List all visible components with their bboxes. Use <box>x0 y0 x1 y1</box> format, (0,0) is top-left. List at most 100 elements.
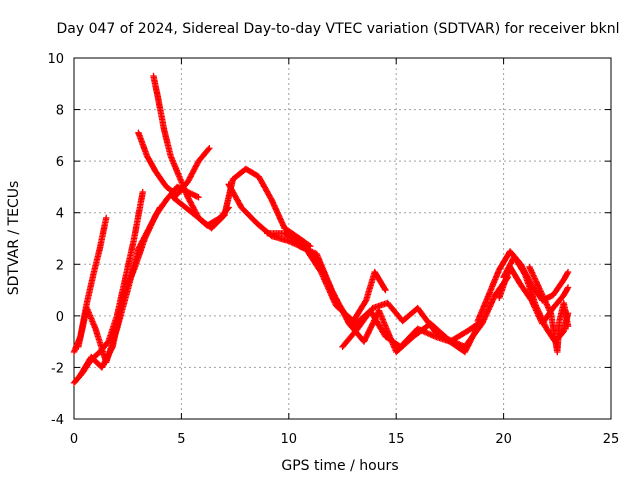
data-point <box>382 286 389 294</box>
y-axis-label: SDTVAR / TECUs <box>6 181 22 296</box>
x-tick-label: 0 <box>70 432 78 447</box>
x-tick-label: 10 <box>281 432 298 447</box>
data-point-segment <box>113 288 131 332</box>
data-point-segment <box>375 307 399 354</box>
data-point-segment <box>511 253 528 277</box>
data-point-segment <box>182 204 201 221</box>
data-point-segment <box>154 93 168 132</box>
data-point-segment <box>371 268 388 292</box>
series-sat-e <box>135 129 213 198</box>
series-sat-d <box>75 204 164 366</box>
data-point-segment <box>478 293 498 327</box>
data-point-segment <box>354 306 375 332</box>
data-point-segment <box>517 281 534 303</box>
data-point-segment <box>88 353 105 370</box>
data-points <box>70 72 572 387</box>
data-point-segment <box>184 159 202 185</box>
data-point-segment <box>268 196 288 230</box>
data-point-segment <box>360 308 382 345</box>
data-point-segment <box>195 146 212 165</box>
data-point-segment <box>399 305 420 325</box>
data-point-segment <box>96 216 110 252</box>
data-point-segment <box>554 319 563 356</box>
data-point-segment <box>103 327 120 366</box>
data-point-segment <box>143 152 159 174</box>
data-point-segment <box>281 225 302 241</box>
data-point-segment <box>296 235 313 249</box>
data-point-segment <box>521 271 539 308</box>
data-point <box>564 322 572 330</box>
series-sat-j <box>296 243 512 356</box>
series-sat-a <box>70 214 110 356</box>
data-point-segment <box>526 263 543 292</box>
data-point-segment <box>369 300 390 312</box>
x-axis-label: GPS time / hours <box>281 458 398 474</box>
plot-frame <box>73 57 612 420</box>
data-point <box>307 243 314 250</box>
axis-ticks: 0 5 10 15 20 25 -4 -2 0 2 4 6 8 10 <box>47 52 619 447</box>
data-point-segment <box>152 168 169 189</box>
data-point-segment <box>549 277 566 299</box>
data-point-segment <box>384 299 405 323</box>
data-point-segment <box>532 302 550 331</box>
data-point-segment <box>83 272 97 307</box>
data-point-segment <box>77 355 94 379</box>
data-point-segment <box>560 270 571 283</box>
data-point-segment <box>238 204 259 226</box>
data-point-segment <box>122 236 137 281</box>
data-point-segment <box>350 298 369 325</box>
data-point-segment <box>313 250 335 292</box>
x-tick-label: 15 <box>388 432 405 447</box>
y-tick-label: 6 <box>56 155 64 170</box>
data-point-segment <box>461 324 481 356</box>
y-tick-label: 0 <box>56 310 64 325</box>
series-sat-o <box>526 263 572 356</box>
y-tick-label: 2 <box>56 258 64 273</box>
data-point-segment <box>176 173 191 199</box>
data-point-segment <box>124 247 142 294</box>
data-point-segment <box>225 181 244 210</box>
y-tick-label: 4 <box>56 207 64 222</box>
data-point <box>564 284 572 291</box>
data-point-segment <box>135 129 150 158</box>
y-tick-label: -2 <box>51 361 64 376</box>
y-tick-label: -4 <box>51 413 64 428</box>
data-point-segment <box>255 173 275 202</box>
x-tick-label: 5 <box>177 432 185 447</box>
data-point-segment <box>150 72 161 99</box>
data-point-segment <box>161 127 174 158</box>
data-point-segment <box>90 247 103 278</box>
data-point-segment <box>135 226 152 252</box>
data-point-segment <box>130 190 146 242</box>
x-tick-label: 25 <box>603 432 620 447</box>
data-point-segment <box>242 165 261 179</box>
data-point-segment <box>339 326 360 350</box>
data-point-segment <box>496 249 513 273</box>
data-point-segment <box>167 152 182 179</box>
data-point <box>195 194 202 201</box>
grid-lines <box>74 58 611 419</box>
data-point-segment <box>485 267 502 299</box>
y-tick-label: 8 <box>56 104 64 119</box>
data-point-segment <box>281 230 304 247</box>
data-point-segment <box>474 293 492 325</box>
data-point <box>156 204 164 211</box>
chart-title: Day 047 of 2024, Sidereal Day-to-day VTE… <box>57 21 620 37</box>
y-tick-label: 10 <box>47 52 64 67</box>
data-point-segment <box>296 243 319 257</box>
data-point <box>103 214 110 222</box>
data-point-segment <box>328 286 352 326</box>
data-point-segment <box>431 328 452 344</box>
data-point-segment <box>560 285 571 299</box>
data-point-segment <box>208 213 227 232</box>
data-point-segment <box>83 304 99 331</box>
data-point-segment <box>549 293 566 312</box>
x-tick-label: 20 <box>495 432 512 447</box>
data-point-segment <box>146 205 163 232</box>
data-point <box>206 145 213 152</box>
data-point-segment <box>169 194 188 210</box>
data-point <box>139 188 146 196</box>
data-point-segment <box>414 304 438 334</box>
data-point-segment <box>229 166 248 183</box>
